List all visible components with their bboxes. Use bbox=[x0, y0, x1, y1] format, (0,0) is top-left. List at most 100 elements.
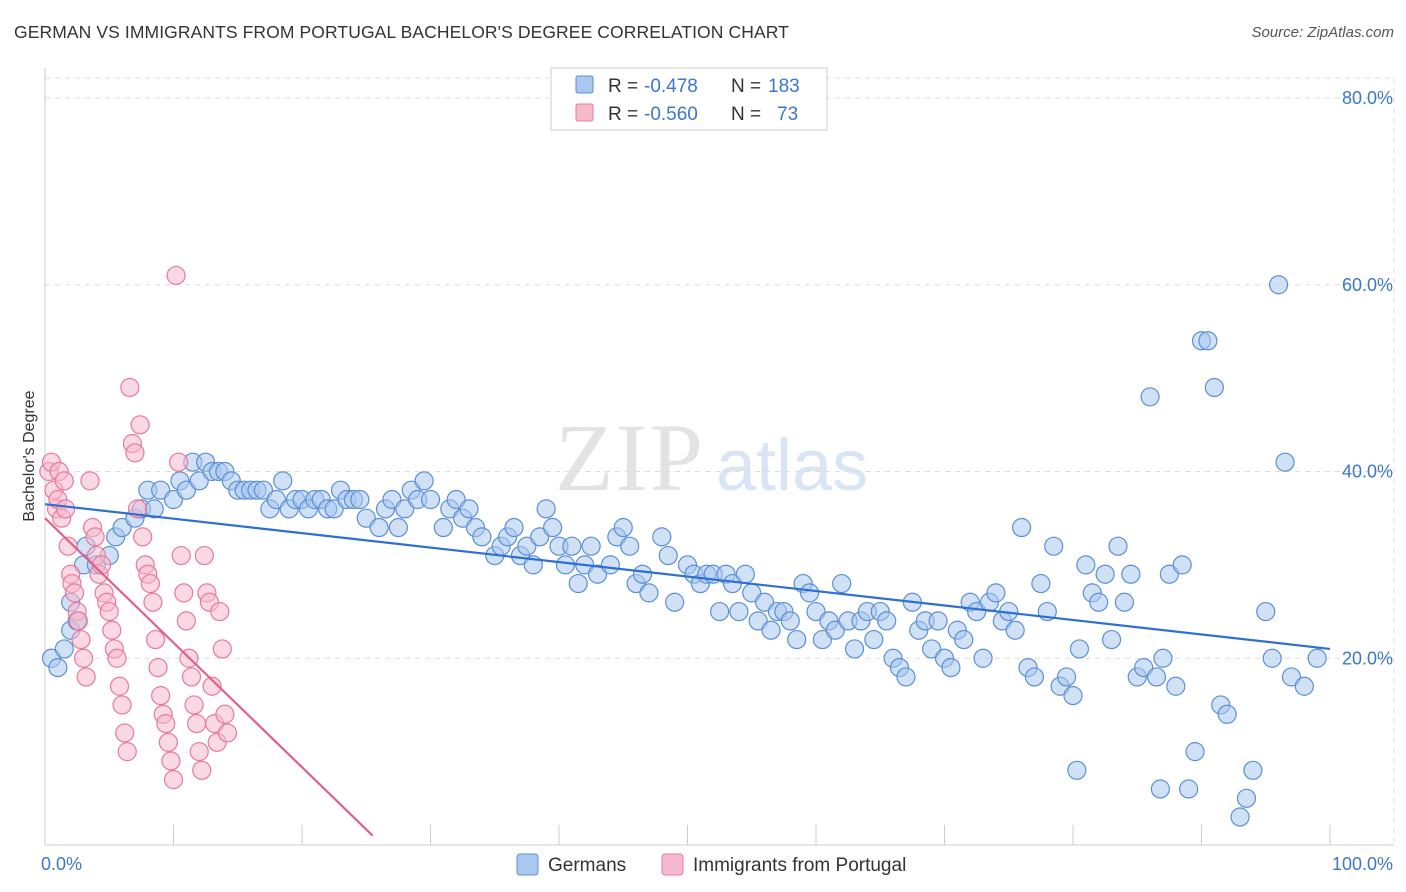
german-point bbox=[369, 517, 389, 538]
german-point bbox=[780, 611, 800, 631]
legend-r-label-germans: R = bbox=[608, 76, 638, 97]
german-point bbox=[1011, 517, 1032, 538]
portugal-point bbox=[55, 499, 76, 519]
portugal-point bbox=[85, 527, 105, 547]
german-point bbox=[1076, 555, 1096, 575]
german-point bbox=[1101, 629, 1122, 650]
top-legend: R = -0.478 N = 183 R = -0.560 N = 73 bbox=[550, 67, 828, 131]
portugal-point bbox=[184, 695, 204, 715]
portugal-point bbox=[145, 629, 166, 650]
german-point bbox=[877, 611, 897, 631]
portugal-point bbox=[212, 639, 232, 659]
trend-lines bbox=[44, 503, 1331, 837]
portugal-point bbox=[194, 545, 214, 566]
german-point bbox=[273, 471, 293, 491]
german-point bbox=[48, 657, 68, 678]
german-point bbox=[806, 601, 826, 622]
german-point bbox=[176, 480, 196, 500]
german-point bbox=[1121, 564, 1141, 584]
german-point bbox=[542, 517, 563, 538]
german-point bbox=[652, 527, 672, 547]
german-point bbox=[189, 471, 209, 491]
german-point bbox=[922, 639, 942, 659]
german-point bbox=[941, 657, 961, 678]
german-point bbox=[896, 667, 916, 687]
y-tick-label: 40.0% bbox=[1342, 462, 1393, 482]
portugal-point bbox=[176, 611, 196, 631]
portugal-point bbox=[117, 742, 137, 762]
german-point bbox=[967, 601, 987, 622]
german-point bbox=[562, 536, 582, 556]
german-point bbox=[729, 601, 749, 622]
portugal-point bbox=[102, 620, 122, 640]
x-tick-label: 0.0% bbox=[41, 854, 82, 874]
german-point bbox=[517, 536, 537, 556]
german-point bbox=[832, 573, 852, 594]
german-point bbox=[1198, 331, 1218, 351]
german-point bbox=[973, 648, 993, 668]
german-point bbox=[1044, 536, 1064, 556]
german-point bbox=[163, 489, 184, 510]
portugal-point bbox=[54, 471, 74, 491]
portugal-point bbox=[181, 667, 202, 687]
german-point bbox=[1307, 648, 1327, 668]
german-point bbox=[986, 583, 1006, 603]
german-point bbox=[1217, 704, 1237, 724]
german-point bbox=[1179, 779, 1199, 799]
tick-labels: 20.0% 40.0% 60.0% 80.0% 0.0% 100.0% bbox=[41, 88, 1393, 874]
german-point bbox=[1067, 760, 1087, 780]
portugal-point bbox=[64, 583, 85, 603]
y-tick-label: 80.0% bbox=[1342, 88, 1393, 108]
portugal-point bbox=[140, 573, 160, 594]
legend-r-value-germans: -0.478 bbox=[644, 76, 698, 97]
portugal-point bbox=[125, 443, 145, 463]
german-point bbox=[112, 517, 132, 538]
german-point bbox=[799, 583, 820, 603]
german-point bbox=[581, 536, 601, 556]
portugal-point bbox=[73, 648, 94, 668]
german-point bbox=[388, 517, 408, 538]
legend-swatch-portugal bbox=[575, 103, 594, 122]
bottom-legend: Germans Immigrants from Portugal bbox=[516, 853, 906, 876]
portugal-point bbox=[156, 714, 176, 734]
german-point bbox=[844, 639, 865, 659]
portugal-point bbox=[107, 648, 127, 668]
top-legend-box bbox=[550, 67, 828, 131]
german-point bbox=[1172, 555, 1192, 575]
portugal-point bbox=[217, 723, 238, 743]
german-point bbox=[954, 629, 974, 650]
german-point bbox=[504, 517, 524, 538]
german-point bbox=[446, 489, 466, 510]
german-point bbox=[433, 517, 453, 538]
german-point bbox=[1153, 648, 1173, 668]
german-point bbox=[472, 527, 492, 547]
portugal-point bbox=[151, 686, 171, 706]
german-point bbox=[555, 555, 576, 575]
portugal-point bbox=[189, 742, 209, 762]
legend-r-value-portugal: -0.560 bbox=[644, 104, 698, 125]
german-point bbox=[639, 583, 659, 603]
watermark-zip: ZIP bbox=[555, 404, 705, 511]
german-point bbox=[1146, 667, 1167, 687]
german-point bbox=[1108, 536, 1128, 556]
portugal-point bbox=[187, 714, 207, 734]
german-point bbox=[1140, 387, 1160, 407]
source-credit: Source: ZipAtlas.com bbox=[1251, 24, 1394, 41]
portugal-point bbox=[91, 555, 112, 575]
german-point bbox=[530, 527, 550, 547]
portugal-point bbox=[80, 471, 100, 491]
german-point bbox=[600, 555, 621, 575]
german-point bbox=[1150, 779, 1170, 799]
german-point bbox=[1281, 667, 1302, 687]
portugal-point bbox=[163, 770, 184, 790]
portugal-point bbox=[133, 527, 153, 547]
legend-n-value-portugal: 73 bbox=[777, 104, 798, 125]
german-point bbox=[761, 620, 781, 640]
german-point bbox=[613, 517, 633, 538]
german-point bbox=[536, 499, 556, 519]
german-point bbox=[1134, 657, 1154, 678]
german-point bbox=[414, 471, 434, 491]
german-point bbox=[1268, 275, 1289, 295]
chart-title: GERMAN VS IMMIGRANTS FROM PORTUGAL BACHE… bbox=[14, 22, 789, 42]
german-point bbox=[1256, 601, 1276, 622]
